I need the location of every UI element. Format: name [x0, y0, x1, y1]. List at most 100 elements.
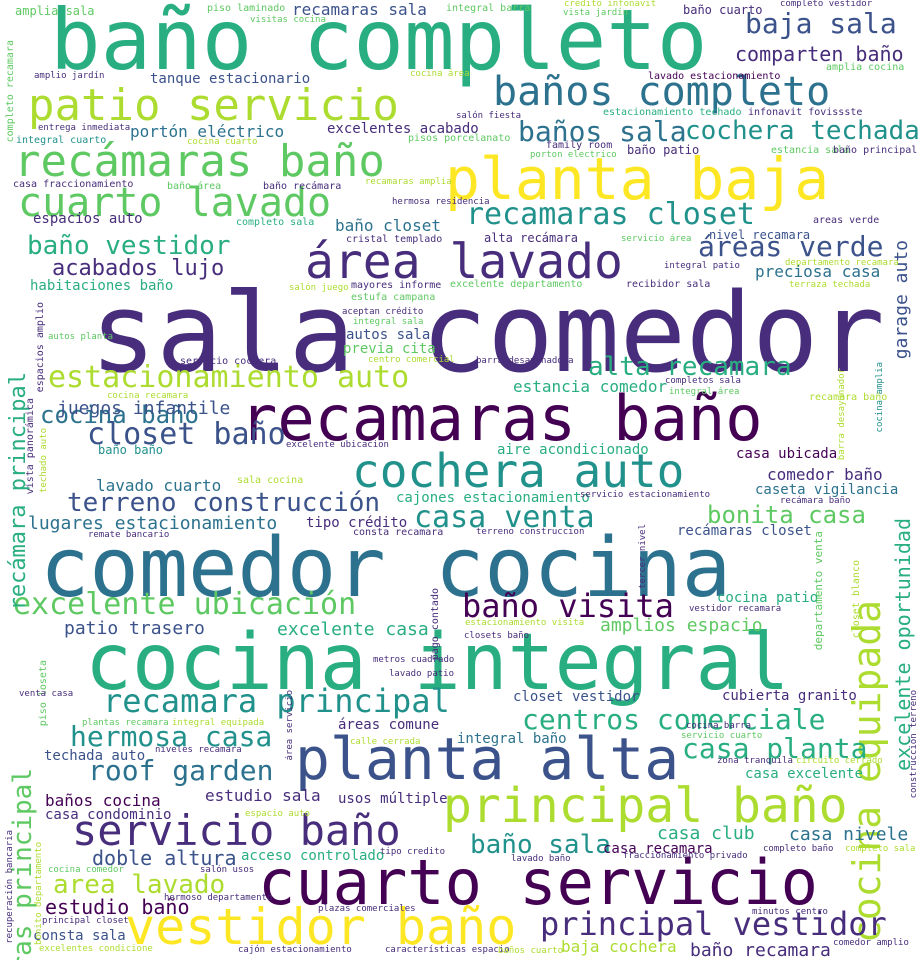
word: consta recamara	[353, 527, 444, 538]
word: centros comerciale	[522, 703, 826, 736]
word: casa recamara	[603, 841, 713, 857]
word: alta recámara	[484, 231, 578, 245]
word: baño closet	[335, 216, 441, 235]
word: estacionamiento auto	[48, 360, 410, 395]
word: vista panorámica	[25, 398, 36, 495]
word: roof garden	[88, 754, 274, 787]
word: integral patio	[664, 261, 740, 271]
word: cajón estacionamiento	[238, 945, 352, 955]
word: porton electrico	[530, 150, 617, 160]
word: previa cita	[343, 341, 436, 357]
word: estacionamiento techado	[603, 107, 742, 118]
word: principal closet	[42, 916, 129, 926]
word: hermoso departamento	[164, 893, 273, 903]
word: estudio baño	[45, 895, 190, 919]
word: cocina baño	[40, 401, 199, 429]
word: baño visita	[462, 587, 674, 625]
word: mayores informe	[351, 280, 442, 291]
word: amplia sala	[15, 4, 95, 18]
word: recámara baño	[780, 496, 851, 506]
word: amplio jardín	[34, 71, 105, 81]
word: integral baño	[457, 731, 567, 747]
word: excelente ubicacion	[286, 440, 389, 450]
word: casa ubicada	[736, 446, 838, 462]
word: completo sala	[845, 844, 916, 854]
word: integral área	[669, 387, 740, 397]
word: vestidor recamara	[689, 604, 782, 614]
word: lavado cuarto	[96, 476, 222, 495]
word: área lavado	[305, 234, 623, 290]
word: baño baño	[98, 443, 164, 457]
word: planta baja	[445, 145, 830, 213]
word: area lavado	[53, 870, 226, 900]
word: casa planta	[682, 732, 868, 765]
word: casa nivele	[789, 824, 909, 845]
word: pisos porcelanato	[408, 133, 511, 144]
word: fraccionamiento privado	[623, 851, 748, 861]
word: servicio cochera	[180, 356, 277, 367]
word: remate bancario	[88, 530, 170, 540]
word: cubierta granito	[722, 688, 857, 704]
word: comedor cocina	[40, 521, 732, 616]
word: departamento recamara	[785, 258, 899, 268]
word: barra desayunadora	[476, 356, 574, 366]
word: características espacio	[385, 945, 510, 955]
word: recamaras sala	[292, 0, 427, 19]
word: lugares estacionamiento	[28, 513, 278, 534]
word: techado auto	[39, 428, 49, 494]
word: completo vestidor	[780, 0, 873, 9]
word: piso laminado	[207, 3, 286, 14]
word: recamaras baño	[240, 382, 763, 455]
word: lavado patio	[389, 669, 455, 679]
word: integral barra	[446, 3, 531, 14]
word: casa excelente	[745, 766, 864, 782]
word: comedor baño	[767, 465, 883, 484]
word: closet baño	[87, 417, 286, 452]
word: tanque estacionario	[150, 71, 311, 87]
word: cajones estacionamiento	[396, 490, 590, 506]
word: cocina patio	[717, 590, 819, 606]
word: tercer nivel	[638, 524, 648, 590]
word: cocina integral	[85, 618, 790, 708]
word: vestidor baño	[125, 898, 517, 956]
word: completos sala	[665, 376, 741, 386]
word: preciosa casa	[755, 262, 881, 281]
word: cochera auto	[352, 444, 685, 498]
word: baño sala	[470, 830, 611, 860]
word: cocina cuarto	[187, 137, 258, 147]
word: amplios espacio	[600, 615, 763, 636]
word: integral cuarto	[16, 135, 107, 146]
word: family room	[546, 140, 613, 151]
word: cuarto servicio	[258, 846, 818, 919]
word: baños sala	[518, 115, 687, 148]
word: recámaras closet	[677, 523, 812, 539]
word: amplia cocina	[826, 62, 905, 73]
word: área servicio	[285, 690, 295, 761]
word: terreno construccion	[476, 527, 585, 537]
word: salón usos	[200, 865, 255, 875]
word: baños completo	[493, 69, 831, 115]
word: comparten baño	[735, 42, 904, 66]
word: usos múltiple	[338, 791, 448, 807]
word: cocina amplia	[875, 362, 885, 433]
word: juegos infantile	[57, 398, 231, 419]
word: autos planta	[48, 332, 114, 342]
word: estufa campana	[351, 292, 436, 303]
word: pago contado	[430, 588, 441, 661]
word: completo sala	[236, 217, 315, 228]
word: terreno construcción	[67, 488, 381, 518]
word: plazas comerciales	[318, 904, 416, 914]
word: recamara principal	[103, 682, 450, 720]
word: niveles recamara	[155, 745, 242, 755]
word: aceptan crédito	[342, 307, 424, 317]
word: zona tranquila	[717, 756, 793, 766]
word: baja cochera	[561, 937, 677, 956]
word: casa condominio	[45, 807, 172, 823]
word: baño principal	[833, 145, 918, 156]
word: venta casa	[19, 689, 74, 699]
word: recámaras baño	[14, 136, 385, 187]
word: terraza techada	[789, 280, 871, 290]
word: casa venta	[414, 500, 595, 535]
word: baños cocina	[45, 791, 161, 810]
